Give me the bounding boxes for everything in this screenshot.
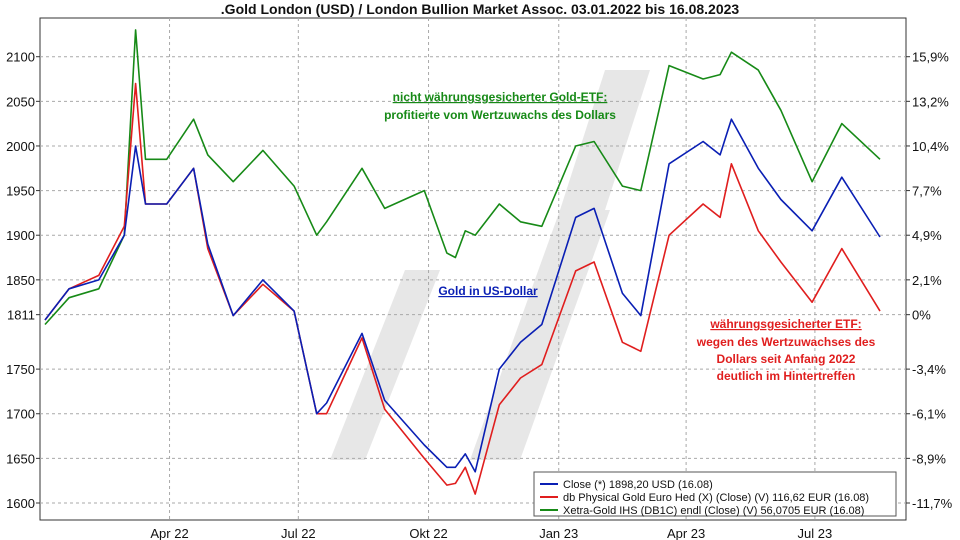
y-tick-label-right: 10,4%: [912, 139, 949, 154]
y-tick-label-right: -3,4%: [912, 362, 946, 377]
annotation-text: wegen des Wertzuwachses des: [696, 335, 876, 349]
x-axis: Apr 22 Jul 22 Okt 22 Jan 23 Apr 23 Jul 23: [150, 526, 832, 540]
y-axis-left: 2100 2050 2000 1950 1900 1850 1811 1750 1700 1650…: [6, 50, 40, 511]
y-tick-label-right: -11,7%: [912, 496, 953, 511]
y-tick-label-right: 0%: [912, 308, 931, 323]
x-tick-label: Apr 23: [667, 526, 705, 540]
annotations: nicht währungsgesicherter Gold-ETF: profi…: [384, 90, 876, 383]
y-axis-right: 15,9% 13,2% 10,4% 7,7% 4,9% 2,1% 0% -3,4% -6,1% -…: [906, 50, 953, 511]
legend-label: Xetra-Gold IHS (DB1C) endl (Close) (V) 5…: [563, 505, 864, 517]
series-line-0: [44, 118, 881, 473]
annotation-text: profitierte vom Wertzuwachs des Dollars: [384, 108, 616, 122]
x-tick-label: Jul 22: [281, 526, 316, 540]
y-tick-label-right: 7,7%: [912, 184, 942, 199]
y-tick-label-left: 1811: [7, 308, 35, 323]
y-tick-label-left: 2050: [6, 94, 35, 109]
y-tick-label-left: 2100: [6, 50, 35, 65]
legend-box: [533, 471, 897, 517]
y-tick-label-right: 15,9%: [912, 50, 949, 65]
series-line-2: [44, 29, 881, 326]
y-tick-label-left: 1850: [6, 273, 35, 288]
y-tick-label-right: 4,9%: [912, 228, 942, 243]
y-tick-label-left: 1950: [6, 184, 35, 199]
legend-label: Close (*) 1898,20 USD (16.08): [563, 479, 713, 491]
y-tick-label-left: 2000: [6, 139, 35, 154]
y-tick-label-right: -6,1%: [912, 407, 946, 422]
annotation-text: nicht währungsgesicherter Gold-ETF:: [393, 90, 608, 104]
y-tick-label-left: 1650: [6, 451, 35, 466]
annotation-text: Gold in US-Dollar: [438, 284, 538, 298]
legend: Close (*) 1898,20 USD (16.08)db Physical…: [533, 471, 897, 517]
legend-label: db Physical Gold Euro Hed (X) (Close) (V…: [563, 492, 869, 504]
annotation-text: Dollars seit Anfang 2022: [717, 352, 856, 366]
x-tick-label: Okt 22: [409, 526, 447, 540]
x-tick-label: Apr 22: [150, 526, 188, 540]
annotation-text: deutlich im Hintertreffen: [717, 369, 856, 383]
x-tick-label: Jul 23: [798, 526, 833, 540]
series-lines: [44, 29, 881, 495]
y-tick-label-right: 13,2%: [912, 94, 949, 109]
x-tick-label: Jan 23: [539, 526, 578, 540]
annotation-text: währungsgesicherter ETF:: [709, 317, 861, 331]
y-tick-label-left: 1750: [6, 362, 35, 377]
y-tick-label-left: 1900: [6, 228, 35, 243]
y-tick-label-left: 1600: [6, 496, 35, 511]
y-tick-label-right: -8,9%: [912, 451, 946, 466]
y-tick-label-right: 2,1%: [912, 273, 942, 288]
chart-title: .Gold London (USD) / London Bullion Mark…: [220, 1, 740, 17]
y-tick-label-left: 1700: [6, 407, 35, 422]
